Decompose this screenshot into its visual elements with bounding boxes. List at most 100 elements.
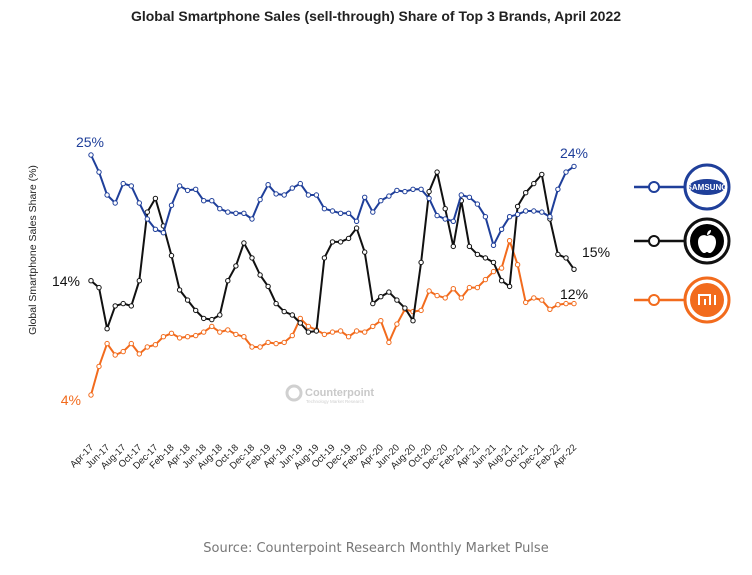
data-point-apple bbox=[539, 171, 545, 178]
data-point-samsung bbox=[257, 196, 263, 203]
data-point-apple bbox=[353, 225, 360, 231]
data-point-xiaomi bbox=[297, 315, 303, 322]
data-point-xiaomi bbox=[88, 392, 94, 398]
data-point-apple bbox=[144, 209, 151, 215]
data-point-samsung bbox=[498, 226, 505, 233]
data-point-samsung bbox=[120, 180, 126, 187]
data-point-apple bbox=[184, 297, 191, 303]
data-point-xiaomi bbox=[353, 328, 360, 334]
data-point-xiaomi bbox=[136, 351, 143, 357]
data-point-samsung bbox=[402, 188, 408, 195]
data-point-xiaomi bbox=[498, 265, 505, 271]
data-point-samsung bbox=[337, 210, 344, 217]
data-point-samsung bbox=[289, 185, 295, 191]
data-point-samsung bbox=[474, 201, 481, 207]
data-point-apple bbox=[281, 308, 287, 315]
series-xiaomi-start-label: 4% bbox=[61, 392, 81, 408]
data-point-xiaomi bbox=[426, 288, 432, 294]
data-point-samsung bbox=[128, 183, 135, 189]
data-point-xiaomi bbox=[523, 299, 529, 306]
data-point-apple bbox=[466, 243, 473, 250]
data-point-apple bbox=[482, 255, 489, 261]
y-axis-label: Global Smartphone Sales Share (%) bbox=[27, 165, 39, 335]
data-point-apple bbox=[386, 289, 392, 295]
data-point-samsung bbox=[273, 191, 279, 197]
data-point-apple bbox=[442, 206, 448, 212]
data-point-xiaomi bbox=[329, 329, 336, 335]
data-point-samsung bbox=[184, 187, 191, 194]
legend-marker bbox=[648, 294, 660, 306]
data-point-apple bbox=[531, 180, 537, 187]
source-note: Source: Counterpoint Research Monthly Ma… bbox=[203, 541, 549, 556]
data-point-samsung bbox=[531, 208, 537, 214]
series-xiaomi-end-label: 12% bbox=[560, 286, 588, 302]
apple-glyph-icon bbox=[698, 230, 716, 253]
data-point-apple bbox=[410, 318, 416, 324]
data-point-samsung bbox=[378, 198, 384, 204]
data-point-apple bbox=[152, 195, 159, 202]
legend-label-samsung: SAMSUNG bbox=[687, 183, 728, 192]
data-point-apple bbox=[128, 303, 135, 309]
data-point-samsung bbox=[539, 209, 545, 215]
data-point-xiaomi bbox=[506, 238, 513, 244]
series-samsung-end-label: 24% bbox=[560, 145, 588, 161]
data-point-samsung bbox=[305, 192, 312, 198]
data-point-xiaomi bbox=[273, 340, 279, 347]
series-line-xiaomi bbox=[90, 239, 574, 396]
data-point-apple bbox=[217, 312, 223, 318]
data-point-apple bbox=[96, 284, 102, 291]
data-point-xiaomi bbox=[563, 300, 569, 307]
data-point-apple bbox=[514, 203, 521, 210]
data-point-samsung bbox=[265, 182, 271, 188]
data-point-apple bbox=[378, 294, 384, 300]
data-point-apple bbox=[265, 283, 271, 290]
data-point-xiaomi bbox=[104, 340, 110, 347]
data-point-xiaomi bbox=[539, 297, 545, 303]
data-point-apple bbox=[289, 312, 295, 318]
data-point-apple bbox=[370, 300, 376, 307]
data-point-apple bbox=[209, 316, 215, 323]
legend-item-apple bbox=[634, 217, 731, 265]
data-point-xiaomi bbox=[281, 339, 287, 346]
data-point-xiaomi bbox=[555, 302, 561, 308]
data-point-xiaomi bbox=[176, 335, 183, 341]
data-point-samsung bbox=[514, 211, 521, 218]
series-apple-end-label: 15% bbox=[582, 244, 610, 260]
data-point-apple bbox=[88, 278, 94, 284]
data-point-apple bbox=[273, 300, 279, 307]
x-axis-ticks: Apr-17Jun-17Aug-17Oct-17Dec-17Feb-18Apr-… bbox=[68, 442, 579, 471]
data-point-xiaomi bbox=[434, 292, 440, 299]
data-point-xiaomi bbox=[144, 344, 151, 350]
data-point-apple bbox=[297, 320, 303, 326]
data-point-samsung bbox=[160, 230, 167, 236]
data-point-samsung bbox=[144, 216, 151, 222]
data-point-xiaomi bbox=[96, 363, 102, 370]
data-point-apple bbox=[555, 251, 561, 258]
data-point-apple bbox=[305, 329, 312, 335]
data-point-xiaomi bbox=[241, 334, 247, 340]
data-point-samsung bbox=[450, 218, 456, 225]
data-point-xiaomi bbox=[466, 284, 473, 291]
data-point-xiaomi bbox=[345, 334, 352, 340]
data-point-apple bbox=[345, 235, 352, 242]
data-point-apple bbox=[120, 300, 126, 307]
data-point-samsung bbox=[152, 226, 159, 233]
data-point-samsung bbox=[442, 216, 448, 222]
data-point-xiaomi bbox=[112, 352, 118, 358]
data-point-apple bbox=[418, 259, 424, 266]
data-point-samsung bbox=[345, 210, 352, 217]
data-point-apple bbox=[426, 188, 432, 195]
data-point-apple bbox=[450, 243, 456, 250]
data-point-samsung bbox=[241, 210, 247, 217]
legend-marker bbox=[648, 181, 660, 193]
data-point-samsung bbox=[547, 214, 553, 220]
data-point-samsung bbox=[176, 183, 183, 189]
series-samsung bbox=[88, 152, 577, 249]
watermark-tagline: Technology Market Research bbox=[306, 399, 365, 404]
data-point-apple bbox=[402, 305, 408, 311]
data-point-xiaomi bbox=[168, 330, 175, 336]
data-point-apple bbox=[168, 252, 175, 259]
data-point-xiaomi bbox=[490, 268, 497, 275]
data-point-samsung bbox=[394, 187, 400, 194]
